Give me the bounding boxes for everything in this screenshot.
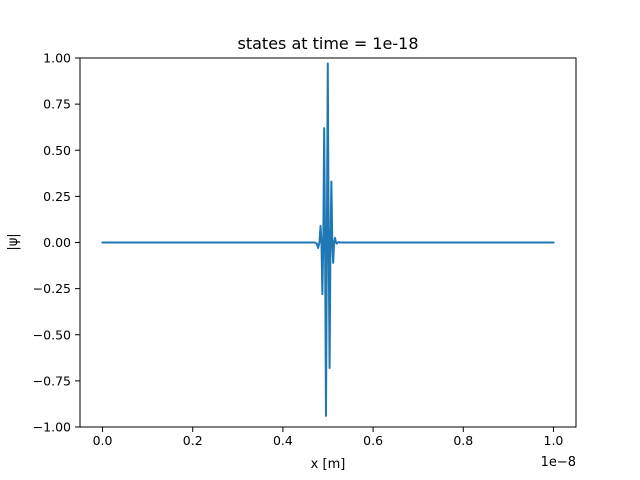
plot-area (79, 57, 577, 428)
series-line (101, 62, 555, 417)
x-tick-label: 1.0 (544, 433, 564, 448)
x-axis-ticks: 0.0 0.2 0.4 0.6 0.8 1.0 (93, 427, 564, 448)
chart-title: states at time = 1e-18 (238, 34, 419, 53)
x-tick-label: 0.6 (363, 433, 383, 448)
y-tick-label: −0.25 (33, 281, 71, 296)
y-tick-label: −0.50 (33, 327, 71, 342)
y-tick-label: 0.50 (43, 143, 71, 158)
x-tick-label: 0.4 (273, 433, 293, 448)
x-offset-text: 1e−8 (541, 455, 576, 470)
y-axis-label: |ψ| (6, 233, 21, 250)
x-tick-label: 0.2 (183, 433, 203, 448)
y-axis-ticks: −1.00 −0.75 −0.50 −0.25 0.00 0.25 0.50 0.75 1.00 (33, 51, 80, 435)
x-axis-label: x [m] (311, 457, 346, 472)
y-tick-label: −0.75 (33, 373, 71, 388)
y-tick-label: 0.00 (43, 235, 71, 250)
x-tick-label: 0.0 (93, 433, 113, 448)
y-tick-label: 1.00 (43, 51, 71, 66)
x-tick-label: 0.8 (453, 433, 473, 448)
y-tick-label: 0.25 (43, 189, 71, 204)
y-tick-label: −1.00 (33, 420, 71, 435)
y-tick-label: 0.75 (43, 97, 71, 112)
